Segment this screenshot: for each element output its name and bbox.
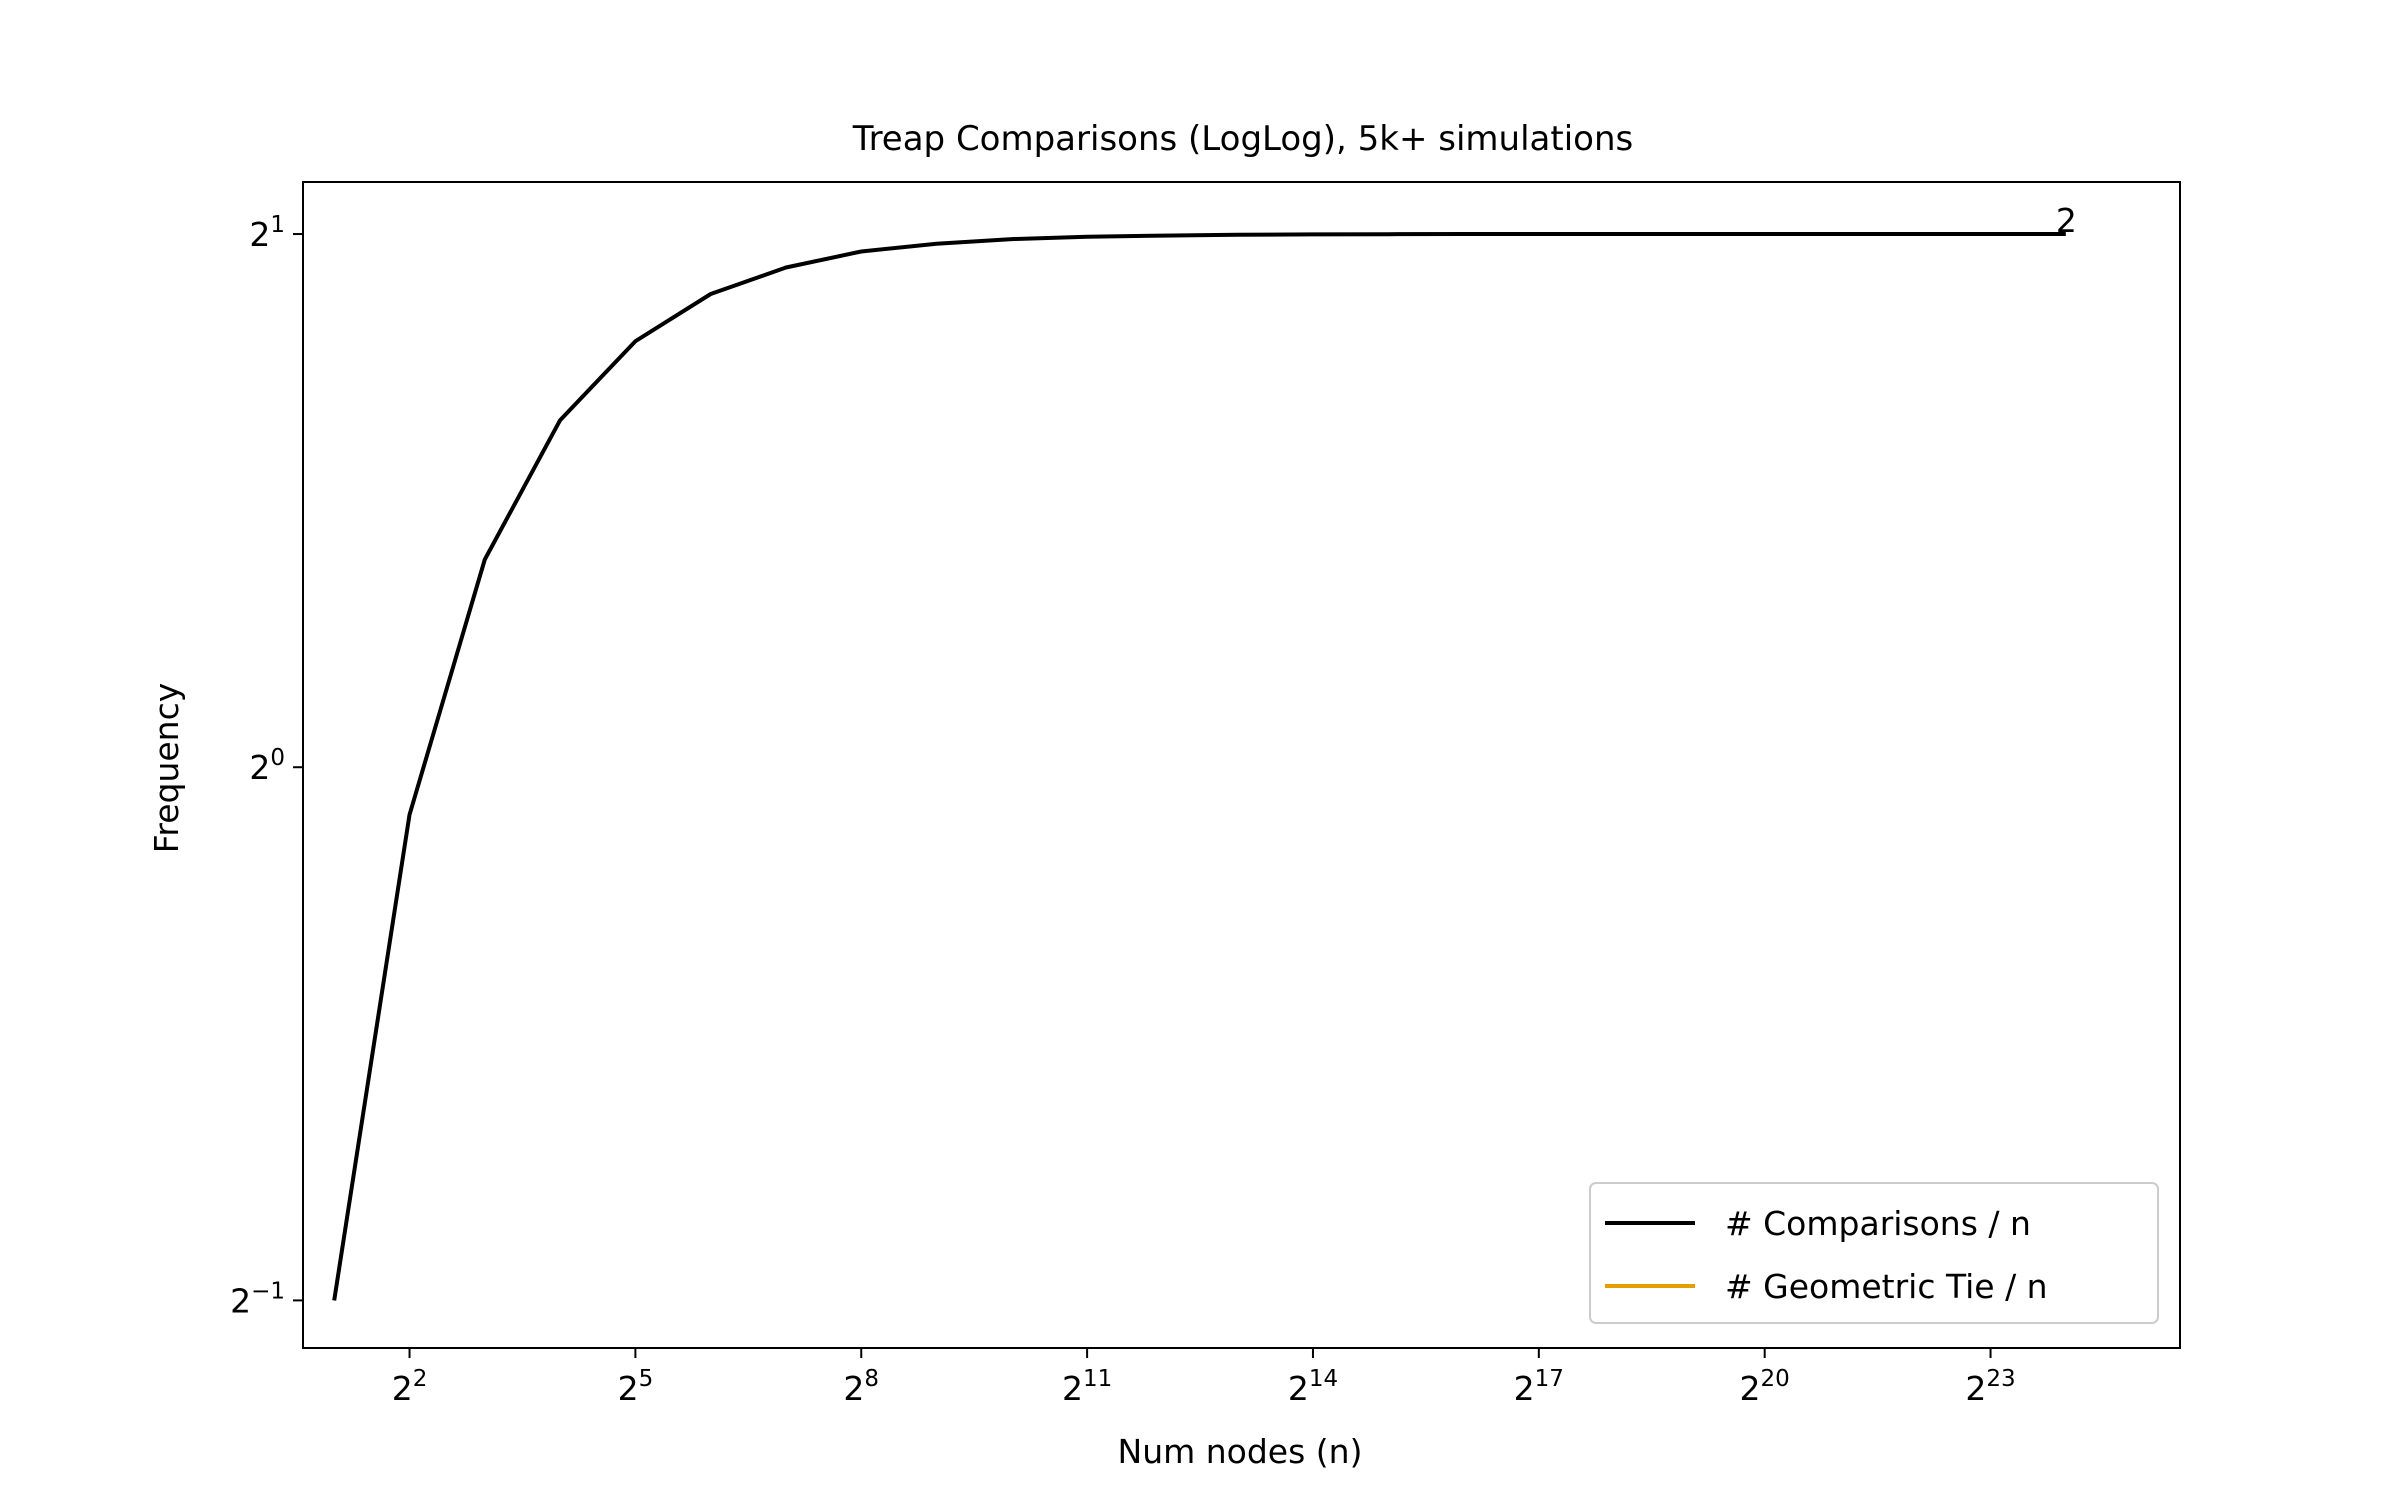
- legend-label-1: # Geometric Tie / n: [1725, 1267, 2048, 1306]
- x-axis-label: Num nodes (n): [1118, 1432, 1363, 1471]
- y-tick-label: 21: [249, 212, 285, 254]
- y-tick-label: 2−1: [230, 1278, 285, 1320]
- x-tick-label: 223: [1965, 1366, 2015, 1408]
- y-tick-label: 20: [249, 745, 285, 787]
- legend-box: [1589, 1182, 2159, 1324]
- x-tick-label: 211: [1062, 1366, 1112, 1408]
- x-tick-label: 22: [392, 1366, 428, 1408]
- series-line-0: [332, 232, 2066, 1301]
- legend: # Comparisons / n # Geometric Tie / n: [1589, 1182, 2159, 1324]
- x-tick-label: 217: [1514, 1366, 1564, 1408]
- annotation-label: 2: [2056, 201, 2077, 240]
- chart-title: Treap Comparisons (LogLog), 5k+ simulati…: [852, 119, 1633, 159]
- plot-frame: [302, 181, 2181, 1349]
- x-tick-label: 28: [843, 1366, 879, 1408]
- x-tick-label: 25: [618, 1366, 654, 1408]
- x-tick-label: 220: [1740, 1366, 1790, 1408]
- y-axis-label: Frequency: [147, 683, 186, 853]
- legend-label-0: # Comparisons / n: [1725, 1204, 2031, 1243]
- x-tick-label: 214: [1288, 1366, 1338, 1408]
- plot-area: 22 25 28 211 214 217 220 223 21 20 2−1 2: [230, 181, 2181, 1408]
